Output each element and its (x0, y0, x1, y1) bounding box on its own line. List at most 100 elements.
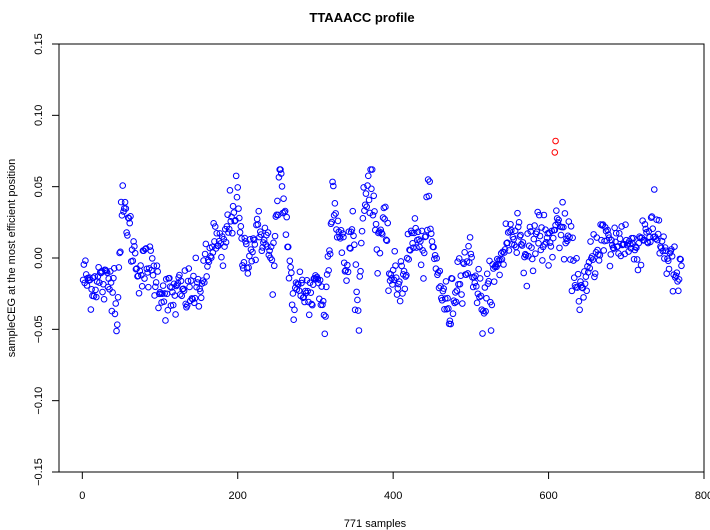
data-point (514, 223, 522, 231)
data-point (325, 267, 332, 274)
data-point (222, 238, 230, 246)
data-point (468, 254, 475, 261)
data-point (225, 225, 233, 233)
data-point (448, 275, 456, 282)
data-point (135, 289, 143, 297)
data-point (320, 311, 328, 319)
data-point (427, 225, 434, 233)
data-point (246, 236, 254, 243)
data-point (246, 252, 253, 260)
data-point (112, 300, 120, 307)
data-point (256, 228, 264, 236)
data-point (451, 299, 458, 307)
data-point (668, 252, 676, 260)
data-point (573, 254, 580, 262)
data-point (465, 242, 472, 250)
data-point (280, 195, 287, 202)
data-point (232, 172, 240, 180)
data-point (488, 301, 496, 309)
data-point (511, 241, 518, 249)
data-point (323, 271, 331, 278)
data-point (277, 170, 285, 177)
data-point (117, 248, 124, 256)
data-point (533, 228, 541, 236)
data-point (466, 234, 474, 241)
data-point (459, 259, 467, 266)
data-point (604, 226, 611, 234)
data-point (203, 273, 210, 280)
data-point (130, 238, 137, 245)
data-point (528, 255, 536, 263)
data-point (281, 207, 289, 215)
data-point (294, 280, 301, 288)
data-point (648, 213, 656, 220)
data-point (96, 279, 103, 286)
data-point (209, 249, 217, 256)
data-point (177, 277, 185, 285)
data-point (356, 273, 364, 280)
data-point (589, 256, 597, 263)
data-point (569, 234, 576, 242)
data-point (566, 234, 573, 241)
data-point (233, 193, 241, 201)
data-point (344, 268, 352, 276)
data-point (161, 290, 168, 297)
data-point (332, 210, 339, 217)
data-point (553, 215, 561, 222)
data-point (199, 277, 207, 284)
data-point (89, 274, 97, 282)
data-point (113, 321, 121, 328)
data-point (160, 298, 168, 305)
data-point (408, 229, 416, 237)
data-point (350, 232, 357, 240)
data-point (600, 247, 608, 254)
data-point (629, 234, 637, 242)
data-point (195, 303, 203, 310)
data-point (185, 265, 193, 272)
data-point (505, 247, 513, 254)
data-point (227, 217, 235, 225)
data-point (152, 283, 159, 291)
y-tick-label: −0.10 (33, 387, 45, 415)
data-point (373, 246, 381, 253)
data-point (298, 276, 306, 284)
data-point (190, 299, 198, 307)
data-point (496, 271, 503, 279)
data-point (277, 166, 284, 173)
data-point (269, 291, 277, 298)
data-point (359, 215, 367, 222)
data-point (321, 330, 329, 338)
data-point (664, 257, 672, 265)
data-point (583, 287, 590, 295)
data-point (252, 256, 259, 264)
data-point (319, 297, 327, 305)
data-point (80, 261, 88, 268)
data-point (424, 226, 431, 234)
data-point (308, 300, 315, 308)
data-point (409, 240, 416, 247)
data-point (410, 244, 417, 252)
data-point (351, 241, 358, 249)
data-point (117, 198, 125, 206)
data-point (318, 283, 325, 290)
data-point (453, 287, 461, 294)
data-point (587, 238, 594, 245)
data-point (426, 178, 433, 185)
data-point (389, 281, 396, 288)
data-point (137, 262, 144, 269)
data-point (154, 268, 161, 275)
data-point (229, 202, 237, 210)
data-point (323, 283, 330, 291)
data-point (316, 276, 324, 284)
data-point (201, 279, 208, 286)
data-point (149, 271, 157, 279)
data-point (567, 256, 574, 263)
data-point (519, 239, 527, 246)
data-point (560, 255, 568, 263)
data-point (143, 265, 151, 273)
data-point (384, 219, 392, 227)
data-point (221, 243, 228, 250)
data-point (482, 308, 489, 315)
data-point (358, 239, 365, 247)
data-point (398, 262, 406, 270)
